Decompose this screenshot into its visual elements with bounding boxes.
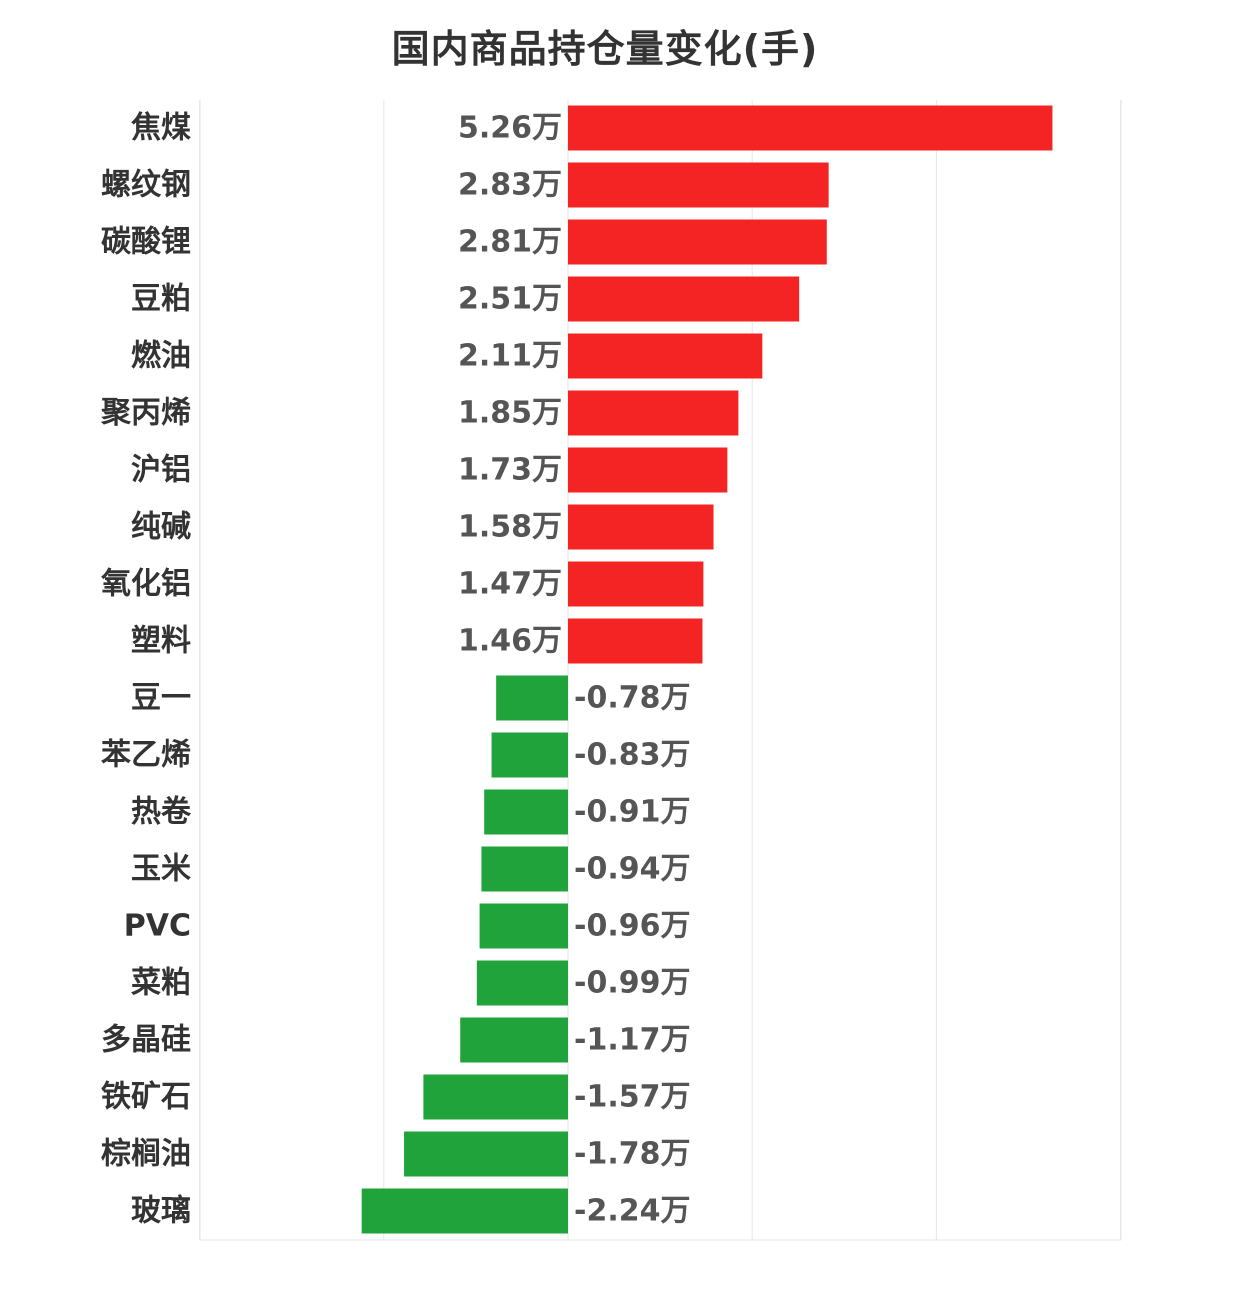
bar: [568, 618, 703, 664]
bar: [479, 903, 568, 949]
category-label: 沪铝: [131, 453, 191, 488]
category-label: 玻璃: [131, 1194, 191, 1229]
bar: [460, 1017, 568, 1063]
value-label: 1.46万: [458, 624, 562, 659]
value-label: -1.78万: [574, 1137, 690, 1172]
bar: [484, 789, 568, 835]
value-label: 1.47万: [458, 567, 562, 602]
value-label: -2.24万: [574, 1194, 690, 1229]
category-label: 豆粕: [131, 282, 191, 317]
bar: [361, 1188, 568, 1234]
category-label: 热卷: [131, 795, 192, 830]
bar: [481, 846, 568, 892]
category-label: 燃油: [131, 339, 191, 374]
value-label: -0.96万: [574, 909, 690, 944]
value-label: -0.94万: [574, 852, 690, 887]
value-label: 1.58万: [458, 510, 562, 545]
bar: [568, 561, 704, 607]
category-label: 豆一: [131, 681, 191, 716]
bar: [568, 504, 714, 550]
category-label: 菜粕: [131, 966, 191, 1001]
value-label: 5.26万: [458, 111, 562, 146]
category-label: 多晶硅: [101, 1023, 191, 1058]
bar: [476, 960, 568, 1006]
category-label: 纯碱: [131, 510, 191, 545]
bar: [568, 390, 739, 436]
category-label: 铁矿石: [101, 1080, 191, 1115]
category-label: 碳酸锂: [101, 225, 191, 260]
value-label: 1.73万: [458, 453, 562, 488]
category-label: 焦煤: [131, 111, 191, 146]
bar: [423, 1074, 568, 1120]
value-label: 2.81万: [458, 225, 562, 260]
value-label: -1.17万: [574, 1023, 690, 1058]
bar: [491, 732, 568, 778]
bar: [568, 333, 763, 379]
bars: [361, 105, 1053, 1234]
category-label: 棕榈油: [101, 1137, 191, 1172]
value-label: 1.85万: [458, 396, 562, 431]
value-label: -0.83万: [574, 738, 690, 773]
category-label: 塑料: [131, 624, 191, 659]
category-label: 玉米: [131, 852, 191, 887]
bar: [568, 276, 800, 322]
value-label: -0.91万: [574, 795, 690, 830]
bar: [568, 162, 829, 208]
category-label: 聚丙烯: [100, 396, 191, 431]
bar: [568, 105, 1053, 151]
category-label: 螺纹钢: [101, 168, 191, 203]
value-label: -1.57万: [574, 1080, 690, 1115]
value-label: 2.11万: [458, 339, 562, 374]
value-label: -0.99万: [574, 966, 690, 1001]
bar: [568, 447, 728, 493]
value-label: 2.51万: [458, 282, 562, 317]
value-label: 2.83万: [458, 168, 562, 203]
grid-lines: [199, 100, 1122, 1241]
category-label: 氧化铝: [101, 567, 191, 602]
bar: [404, 1131, 568, 1177]
bar: [568, 219, 827, 265]
chart-title: 国内商品持仓量变化(手): [391, 27, 819, 71]
value-label: -0.78万: [574, 681, 690, 716]
category-label: PVC: [124, 909, 191, 944]
category-label: 苯乙烯: [101, 738, 191, 773]
bar: [496, 675, 568, 721]
